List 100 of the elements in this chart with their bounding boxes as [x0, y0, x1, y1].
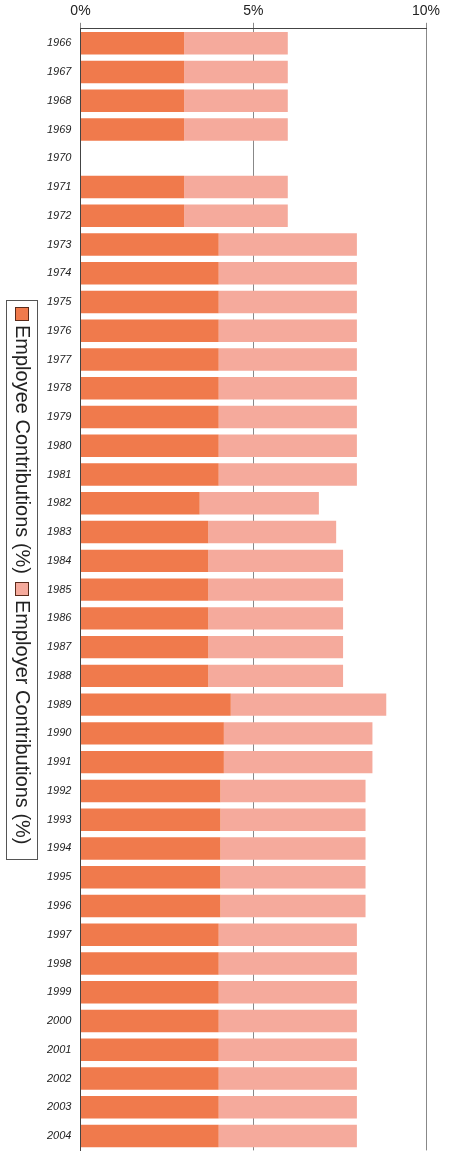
bar	[218, 463, 357, 486]
y-tick-label: 1972	[46, 208, 72, 221]
bar	[80, 319, 219, 342]
y-tick-label: 1971	[46, 180, 72, 193]
bar	[80, 779, 221, 803]
bar	[80, 204, 185, 227]
y-tick-label: 1988	[46, 668, 73, 681]
bar	[80, 463, 219, 486]
y-tick-label: 1997	[46, 927, 73, 940]
y-tick-label: 1982	[46, 496, 72, 509]
bar	[80, 89, 185, 112]
bar	[80, 492, 200, 515]
y-tick-label: 1999	[46, 985, 72, 998]
bar	[230, 693, 387, 716]
bar	[80, 693, 231, 716]
bar	[80, 520, 209, 544]
bar	[218, 434, 357, 458]
y-tick-label: 1984	[46, 553, 72, 566]
y-tick-label: 1987	[46, 640, 73, 653]
bar	[223, 750, 373, 774]
bar	[80, 549, 209, 573]
legend-label: Employer Contributions (%)	[10, 600, 34, 845]
y-tick-label: 1996	[46, 899, 73, 912]
bar	[218, 1124, 357, 1148]
bar	[80, 405, 219, 429]
bar	[80, 31, 185, 55]
bar	[218, 290, 357, 314]
y-tick-label: 1991	[46, 755, 72, 768]
bar	[80, 607, 209, 630]
bar	[80, 635, 209, 659]
bar	[184, 204, 288, 227]
bar	[218, 952, 357, 975]
y-tick-label: 2000	[45, 1014, 73, 1027]
bar	[80, 60, 185, 84]
y-tick-label: 1981	[46, 467, 72, 480]
y-tick-label: 1966	[46, 36, 73, 49]
bar	[218, 1009, 357, 1033]
bar	[80, 377, 219, 400]
bar	[184, 118, 288, 141]
bar	[223, 722, 373, 745]
bar	[218, 981, 357, 1004]
bar	[80, 865, 221, 889]
bar	[208, 520, 337, 544]
y-tick-label: 1975	[46, 295, 73, 308]
bar	[80, 1096, 219, 1119]
bar	[80, 1038, 219, 1061]
y-tick-label: 1986	[46, 611, 73, 624]
bar	[80, 664, 209, 688]
x-tick-label: 10%	[411, 2, 441, 19]
legend-label: Employee Contributions (%)	[10, 325, 34, 575]
bar	[184, 89, 288, 112]
bar	[80, 1067, 219, 1090]
bar	[80, 1124, 219, 1148]
bar	[220, 808, 366, 831]
y-tick-label: 1985	[46, 582, 73, 595]
y-tick-label: 2003	[45, 1100, 73, 1113]
bar	[80, 952, 219, 975]
bar	[218, 1038, 357, 1061]
y-tick-label: 1974	[46, 266, 72, 279]
bar	[80, 434, 219, 458]
bar	[80, 750, 224, 774]
bar	[218, 319, 357, 342]
y-tick-label: 1979	[46, 410, 72, 423]
y-tick-label: 1973	[46, 237, 73, 250]
bar	[80, 722, 224, 745]
bar	[199, 492, 319, 515]
bar	[208, 607, 344, 630]
bar	[80, 808, 221, 831]
bar	[80, 118, 185, 141]
bar	[184, 175, 288, 199]
x-tick-label: 0%	[70, 2, 91, 19]
bar	[184, 60, 288, 84]
bar	[218, 405, 357, 429]
bar	[80, 1009, 219, 1033]
bar	[80, 981, 219, 1004]
bar	[208, 664, 344, 688]
bar	[220, 837, 366, 860]
bar	[208, 578, 344, 601]
y-tick-label: 2002	[45, 1071, 72, 1084]
y-tick-label: 1998	[46, 956, 73, 969]
bar	[80, 894, 221, 918]
bar	[208, 635, 344, 659]
bar	[184, 31, 288, 55]
bar	[218, 262, 357, 285]
y-tick-label: 1977	[46, 352, 73, 365]
y-tick-label: 1994	[46, 841, 72, 854]
y-tick-label: 1968	[46, 93, 73, 106]
bar	[218, 377, 357, 400]
bar	[208, 549, 344, 573]
x-tick-label: 5%	[243, 2, 264, 19]
bar	[80, 233, 219, 256]
bar	[80, 175, 185, 199]
bar	[218, 348, 357, 371]
bar	[80, 262, 219, 285]
y-tick-label: 1967	[46, 65, 73, 77]
y-tick-label: 1989	[46, 697, 72, 710]
y-tick-label: 1983	[46, 525, 73, 538]
y-tick-label: 1992	[46, 783, 72, 796]
y-tick-label: 1980	[46, 438, 73, 451]
bar	[80, 348, 219, 371]
